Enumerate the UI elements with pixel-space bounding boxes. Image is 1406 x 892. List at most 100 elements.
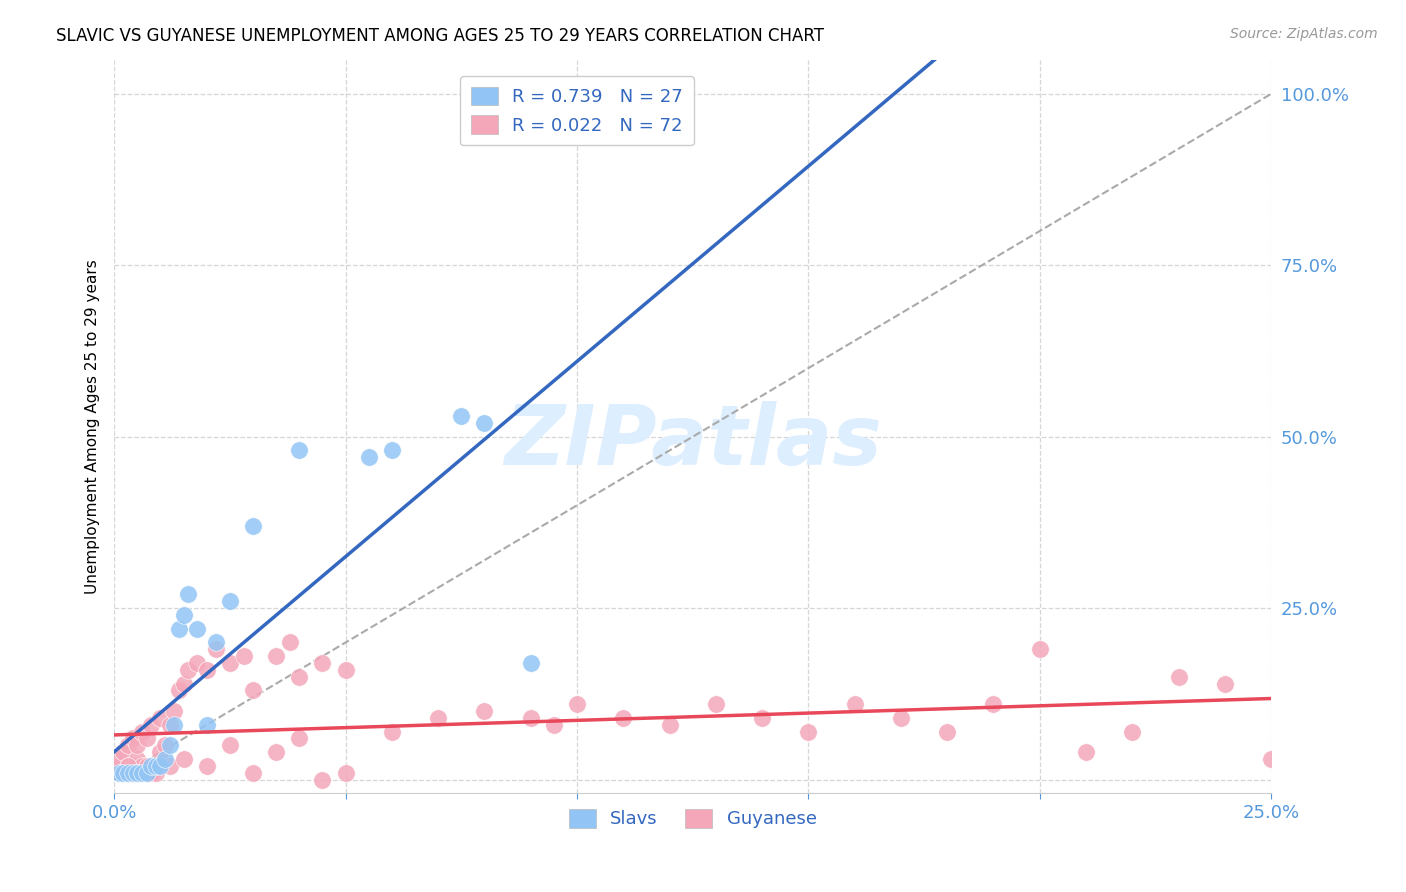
Point — [167, 622, 190, 636]
Point — [135, 765, 157, 780]
Point — [145, 759, 167, 773]
Point — [519, 656, 541, 670]
Point — [127, 765, 149, 780]
Text: ZIPatlas: ZIPatlas — [503, 401, 882, 482]
Point — [149, 711, 172, 725]
Point — [381, 443, 404, 458]
Point — [177, 587, 200, 601]
Point — [117, 765, 139, 780]
Point — [278, 635, 301, 649]
Point — [936, 724, 959, 739]
Point — [127, 752, 149, 766]
Point — [153, 752, 176, 766]
Point — [117, 765, 139, 780]
Point — [117, 739, 139, 753]
Point — [186, 622, 208, 636]
Point — [159, 759, 181, 773]
Point — [844, 697, 866, 711]
Point — [127, 765, 149, 780]
Point — [1260, 752, 1282, 766]
Point — [195, 759, 218, 773]
Point — [131, 765, 153, 780]
Point — [335, 663, 357, 677]
Point — [890, 711, 912, 725]
Point — [288, 670, 311, 684]
Point — [474, 416, 496, 430]
Point — [121, 765, 143, 780]
Point — [112, 765, 135, 780]
Point — [381, 724, 404, 739]
Point — [658, 718, 681, 732]
Point — [149, 745, 172, 759]
Point — [797, 724, 820, 739]
Point — [186, 656, 208, 670]
Point — [983, 697, 1005, 711]
Point — [159, 718, 181, 732]
Point — [311, 772, 333, 787]
Point — [108, 765, 131, 780]
Point — [218, 656, 240, 670]
Point — [108, 752, 131, 766]
Text: Source: ZipAtlas.com: Source: ZipAtlas.com — [1230, 27, 1378, 41]
Point — [288, 443, 311, 458]
Point — [163, 704, 186, 718]
Point — [141, 718, 163, 732]
Point — [108, 759, 131, 773]
Point — [135, 759, 157, 773]
Point — [264, 745, 287, 759]
Point — [264, 649, 287, 664]
Point — [1167, 670, 1189, 684]
Y-axis label: Unemployment Among Ages 25 to 29 years: Unemployment Among Ages 25 to 29 years — [86, 259, 100, 594]
Point — [141, 759, 163, 773]
Point — [751, 711, 773, 725]
Point — [145, 765, 167, 780]
Point — [163, 718, 186, 732]
Point — [288, 731, 311, 746]
Point — [177, 663, 200, 677]
Point — [173, 752, 195, 766]
Point — [357, 450, 380, 465]
Point — [218, 594, 240, 608]
Point — [311, 656, 333, 670]
Point — [127, 739, 149, 753]
Point — [121, 759, 143, 773]
Point — [704, 697, 727, 711]
Point — [242, 519, 264, 533]
Point — [565, 697, 588, 711]
Legend: Slavs, Guyanese: Slavs, Guyanese — [561, 802, 824, 836]
Point — [121, 731, 143, 746]
Point — [218, 739, 240, 753]
Point — [159, 739, 181, 753]
Point — [153, 739, 176, 753]
Point — [173, 676, 195, 690]
Point — [145, 759, 167, 773]
Point — [117, 759, 139, 773]
Point — [195, 718, 218, 732]
Point — [167, 683, 190, 698]
Point — [173, 608, 195, 623]
Point — [131, 759, 153, 773]
Point — [612, 711, 634, 725]
Point — [205, 635, 228, 649]
Point — [1074, 745, 1097, 759]
Point — [242, 765, 264, 780]
Text: SLAVIC VS GUYANESE UNEMPLOYMENT AMONG AGES 25 TO 29 YEARS CORRELATION CHART: SLAVIC VS GUYANESE UNEMPLOYMENT AMONG AG… — [56, 27, 824, 45]
Point — [1213, 676, 1236, 690]
Point — [242, 683, 264, 698]
Point — [135, 765, 157, 780]
Point — [519, 711, 541, 725]
Point — [474, 704, 496, 718]
Point — [149, 759, 172, 773]
Point — [117, 759, 139, 773]
Point — [335, 765, 357, 780]
Point — [1121, 724, 1143, 739]
Point — [135, 731, 157, 746]
Point — [195, 663, 218, 677]
Point — [1028, 642, 1050, 657]
Point — [450, 409, 472, 424]
Point — [232, 649, 254, 664]
Point — [543, 718, 565, 732]
Point — [205, 642, 228, 657]
Point — [112, 765, 135, 780]
Point — [427, 711, 450, 725]
